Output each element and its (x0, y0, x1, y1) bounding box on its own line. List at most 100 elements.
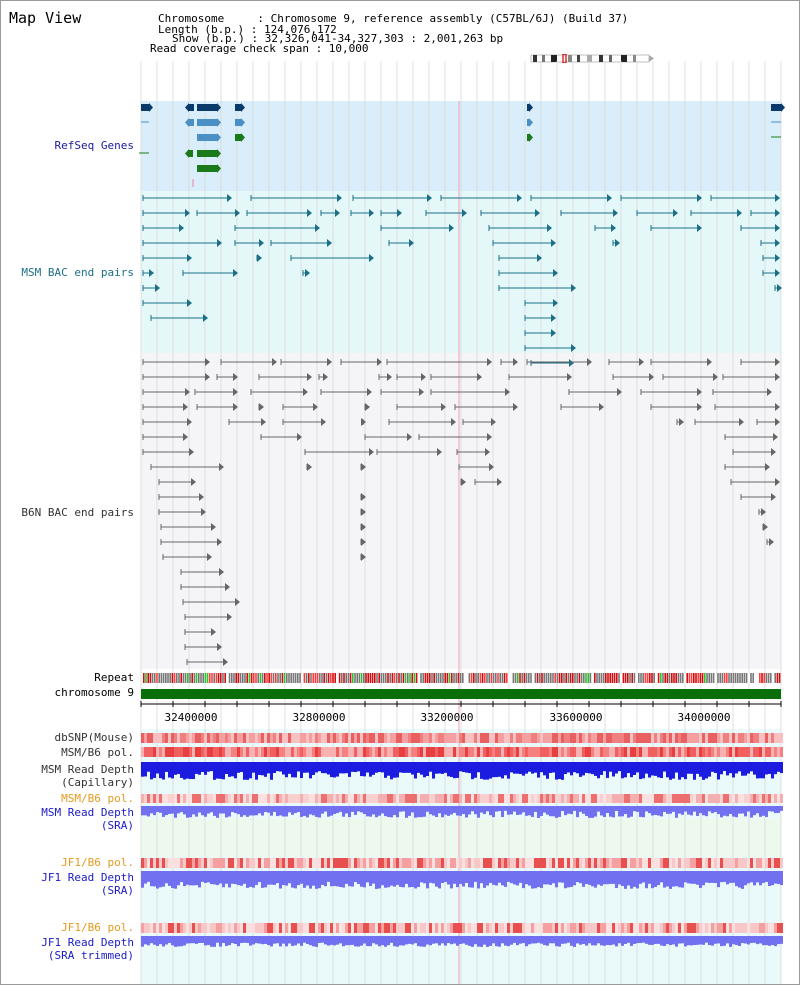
depth-bar (732, 936, 735, 945)
heat-cell (255, 794, 258, 803)
depth-bar (360, 871, 363, 887)
heat-cell (501, 923, 504, 933)
depth-bar (171, 936, 174, 946)
depth-bar (582, 871, 585, 887)
heat-cell (729, 747, 732, 757)
heat-cell (489, 747, 492, 757)
depth-bar (708, 806, 711, 812)
heat-cell (573, 858, 576, 868)
repeat-mark (189, 673, 191, 683)
depth-bar (291, 936, 294, 946)
depth-bar (210, 936, 213, 947)
depth-bar (684, 871, 687, 883)
heat-cell (225, 747, 228, 757)
depth-bar (780, 936, 783, 944)
heat-cell (462, 858, 465, 868)
heat-cell (348, 923, 351, 933)
depth-bar (621, 806, 624, 817)
heat-cell (606, 747, 609, 757)
depth-bar (765, 936, 768, 946)
repeat-mark (517, 673, 519, 683)
heat-cell (615, 858, 618, 868)
depth-bar (216, 762, 219, 779)
heat-cell (429, 747, 432, 757)
heat-cell (393, 733, 396, 743)
depth-bar (489, 806, 492, 816)
repeat-mark (378, 673, 380, 683)
depth-bar (171, 806, 174, 814)
heat-cell (177, 794, 180, 803)
depth-bar (702, 936, 705, 945)
repeat-mark (420, 673, 422, 683)
heat-cell (168, 923, 171, 933)
depth-bar (240, 871, 243, 886)
depth-bar (477, 936, 480, 947)
depth-bar (672, 936, 675, 945)
repeat-mark (281, 673, 284, 683)
depth-bar (486, 806, 489, 812)
heat-cell (162, 858, 165, 868)
repeat-mark (642, 673, 644, 683)
bac-pair-end (505, 388, 510, 396)
heat-cell (333, 923, 336, 933)
depth-bar (378, 936, 381, 947)
heat-cell (765, 733, 768, 743)
depth-bar (477, 762, 480, 773)
heat-cell (420, 794, 423, 803)
depth-bar (438, 936, 441, 946)
heat-cell (432, 858, 435, 868)
depth-bar (684, 806, 687, 812)
repeat-mark (519, 673, 521, 683)
depth-bar (153, 806, 156, 816)
depth-bar (507, 871, 510, 882)
repeat-mark (481, 673, 484, 683)
heat-cell (258, 747, 261, 757)
heat-cell (576, 747, 579, 757)
depth-bar (204, 762, 207, 775)
depth-bar (309, 806, 312, 815)
depth-bar (183, 806, 186, 815)
heat-cell (642, 733, 645, 743)
depth-bar (345, 936, 348, 946)
heat-cell (771, 733, 774, 743)
heat-cell (726, 794, 729, 803)
heat-cell (156, 794, 159, 803)
depth-bar (357, 762, 360, 772)
bac-pair-end (462, 209, 467, 217)
depth-bar (762, 871, 765, 883)
depth-bar (402, 806, 405, 812)
heat-cell (666, 858, 669, 868)
repeat-mark (765, 673, 768, 683)
heat-cell (777, 794, 780, 803)
bac-pair-end (191, 478, 196, 486)
depth-bar (159, 806, 162, 813)
heat-cell (750, 923, 753, 933)
depth-bar (486, 762, 489, 780)
heat-cell (282, 747, 285, 757)
repeat-mark (565, 673, 567, 683)
heat-cell (693, 858, 696, 868)
repeat-mark (233, 673, 235, 683)
heat-cell (699, 923, 702, 933)
heat-cell (501, 794, 504, 803)
chromosome-ideogram[interactable] (529, 54, 655, 63)
heat-cell (510, 794, 513, 803)
heat-cell (594, 747, 597, 757)
heat-cell (714, 794, 717, 803)
depth-bar (579, 806, 582, 812)
heat-cell (558, 747, 561, 757)
depth-bar (504, 806, 507, 811)
repeat-mark (673, 673, 675, 683)
depth-bar (165, 762, 168, 772)
repeat-mark (308, 673, 310, 683)
depth-bar (531, 871, 534, 889)
depth-bar (501, 762, 504, 779)
bac-pair-end (387, 373, 392, 381)
heat-cell (747, 923, 750, 933)
repeat-mark (391, 673, 394, 683)
heat-cell (294, 923, 297, 933)
depth-bar (591, 806, 594, 818)
heat-cell (660, 733, 663, 743)
depth-bar (180, 806, 183, 813)
